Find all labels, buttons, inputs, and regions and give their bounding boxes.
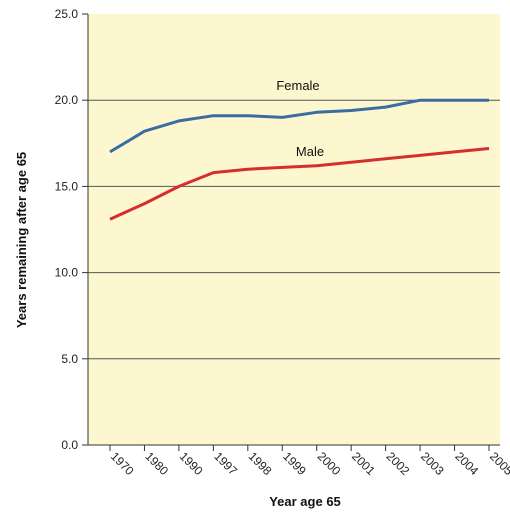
x-tick-label: 1999 — [280, 449, 309, 478]
series-labels: Female Male — [276, 78, 324, 159]
y-tick-label: 20.0 — [55, 93, 79, 107]
x-tick-label: 1990 — [177, 449, 206, 478]
series-label-female: Female — [276, 78, 319, 93]
plot-area — [88, 14, 500, 445]
gridlines — [88, 99, 500, 360]
x-tick-label: 2001 — [349, 449, 378, 478]
y-tick-label: 15.0 — [55, 179, 79, 193]
y-axis-title: Years remaining after age 65 — [14, 152, 29, 328]
x-tick-label: 1970 — [108, 449, 137, 478]
series-lines — [109, 98, 490, 221]
x-tick-label: 2000 — [315, 449, 344, 478]
series-line-female — [109, 98, 489, 154]
y-axis-ticks: 0.0 5.0 10.0 15.0 20.0 25.0 — [55, 7, 88, 452]
x-tick-label: 2003 — [418, 449, 447, 478]
x-tick-label: 1980 — [142, 449, 171, 478]
x-tick-label: 1998 — [246, 449, 275, 478]
y-tick-label: 0.0 — [61, 438, 78, 452]
y-tick-label: 25.0 — [55, 7, 79, 21]
series-line-male — [109, 147, 490, 221]
y-tick-label: 5.0 — [61, 352, 78, 366]
x-tick-label: 2005 — [487, 449, 510, 478]
axes — [87, 14, 500, 446]
x-axis-ticks: 1970 1980 1990 1997 1998 1999 2000 2001 2002 2003… — [108, 445, 510, 478]
series-label-male: Male — [296, 144, 324, 159]
x-tick-label: 2002 — [384, 449, 413, 478]
x-tick-label: 2004 — [452, 449, 481, 478]
x-tick-label: 1997 — [211, 449, 240, 478]
y-tick-label: 10.0 — [55, 266, 79, 280]
x-axis-title: Year age 65 — [269, 494, 341, 509]
